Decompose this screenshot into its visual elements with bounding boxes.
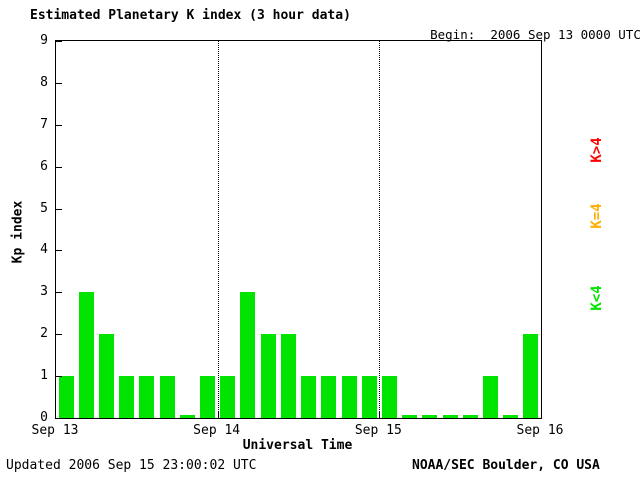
kp-bar — [200, 376, 216, 418]
y-tick-label: 9 — [40, 33, 48, 48]
kp-bar — [99, 334, 115, 418]
y-tick — [56, 376, 62, 378]
y-tick-label: 6 — [40, 158, 48, 174]
x-axis-title: Universal Time — [242, 438, 353, 453]
legend-item: K<4 — [589, 285, 605, 311]
kp-bar — [301, 376, 317, 418]
kp-bar — [341, 376, 357, 418]
x-tick — [217, 412, 219, 418]
kp-bar — [240, 292, 256, 418]
y-tick-label: 5 — [40, 200, 48, 216]
day-boundary-gridline — [379, 41, 381, 418]
y-tick — [56, 124, 62, 126]
y-tick-label: 8 — [40, 74, 48, 90]
legend-item: K=4 — [589, 203, 605, 229]
kp-bar — [442, 415, 458, 418]
kp-bar — [361, 376, 377, 418]
y-tick — [56, 82, 62, 84]
begin-label: Begin: — [430, 27, 476, 42]
begin-value: 2006 Sep 13 0000 UTC — [490, 27, 640, 42]
x-tick-label: Sep 13 — [31, 423, 79, 438]
x-tick — [379, 412, 381, 418]
plot-area — [55, 40, 542, 419]
kp-bar — [503, 415, 519, 418]
kp-bar — [462, 415, 478, 418]
chart-title: Estimated Planetary K index (3 hour data… — [30, 8, 351, 23]
x-tick-label: Sep 16 — [516, 423, 564, 438]
kp-bar — [280, 334, 296, 418]
kp-bar — [119, 376, 135, 418]
updated-timestamp: Updated 2006 Sep 15 23:00:02 UTC — [6, 458, 257, 473]
kp-bar — [159, 376, 175, 418]
y-tick-label: 3 — [40, 284, 48, 300]
y-tick-label: 7 — [40, 116, 48, 132]
kp-bar — [220, 376, 236, 418]
begin-time-label: Begin: 2006 Sep 13 0000 UTC — [400, 12, 640, 57]
x-tick-label: Sep 14 — [193, 423, 241, 438]
y-tick-label: 4 — [40, 242, 48, 258]
y-axis-title: Kp index — [10, 200, 26, 264]
kp-bar — [321, 376, 337, 418]
y-tick — [56, 208, 62, 210]
kp-bar — [381, 376, 397, 418]
source-attribution: NOAA/SEC Boulder, CO USA — [412, 458, 600, 473]
y-tick-label: 0 — [40, 410, 48, 425]
x-tick-label: Sep 15 — [354, 423, 402, 438]
y-tick-label: 2 — [40, 326, 48, 342]
day-boundary-gridline — [217, 41, 219, 418]
kp-bar — [58, 376, 74, 418]
y-tick — [56, 334, 62, 336]
y-tick — [56, 250, 62, 252]
kp-bar — [260, 334, 276, 418]
y-tick — [56, 41, 62, 42]
kp-bar — [179, 415, 195, 418]
y-tick — [56, 292, 62, 294]
kp-bar — [482, 376, 498, 418]
y-tick — [56, 166, 62, 168]
kp-bar — [523, 334, 539, 418]
kp-bar — [402, 415, 418, 418]
kp-bar — [139, 376, 155, 418]
legend-item: K>4 — [589, 137, 605, 163]
kp-bar — [422, 415, 438, 418]
y-tick-label: 1 — [40, 368, 48, 384]
kp-bar — [78, 292, 94, 418]
